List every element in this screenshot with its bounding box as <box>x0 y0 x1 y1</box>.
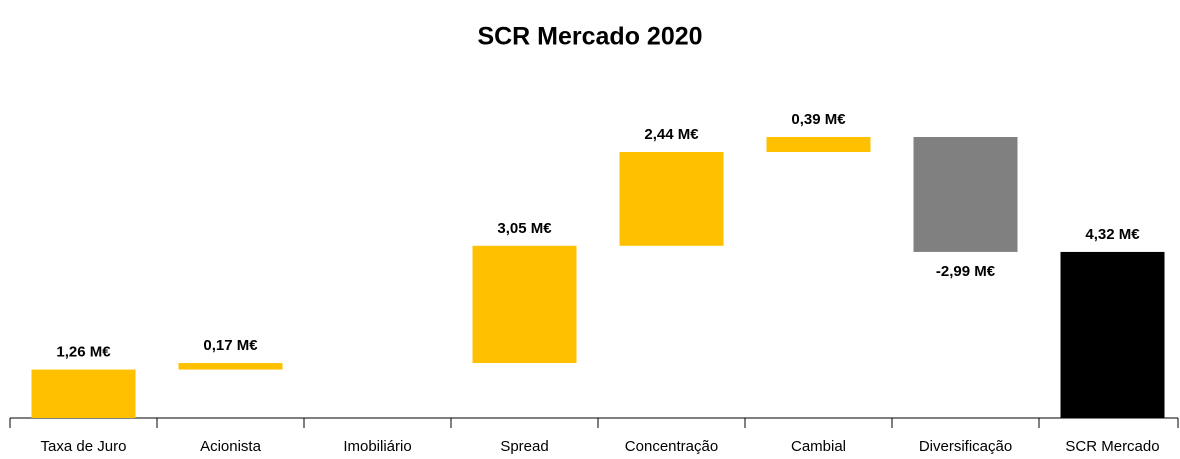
value-label: 0,39 M€ <box>791 111 846 128</box>
x-tick-label: Taxa de Juro <box>41 438 127 455</box>
bar <box>913 137 1018 252</box>
x-tick-label: Acionista <box>200 438 262 455</box>
bar <box>766 137 871 152</box>
value-label: 0,17 M€ <box>203 337 258 354</box>
bar <box>31 369 136 418</box>
x-tick-label: SCR Mercado <box>1065 438 1159 455</box>
x-tick-label: Diversificação <box>919 438 1012 455</box>
chart-title: SCR Mercado 2020 <box>477 23 702 51</box>
bar <box>178 363 283 370</box>
x-tick-label: Spread <box>500 438 548 455</box>
x-tick-label: Concentração <box>625 438 718 455</box>
x-tick-label: Imobiliário <box>343 438 411 455</box>
value-label: -2,99 M€ <box>936 263 996 280</box>
value-label: 2,44 M€ <box>644 126 699 143</box>
x-tick-label: Cambial <box>791 438 846 455</box>
bar <box>472 245 577 364</box>
value-label: 4,32 M€ <box>1085 226 1140 243</box>
value-label: 3,05 M€ <box>497 220 552 237</box>
value-label: 1,26 M€ <box>56 344 111 361</box>
bar <box>1060 251 1165 418</box>
bar <box>619 151 724 246</box>
